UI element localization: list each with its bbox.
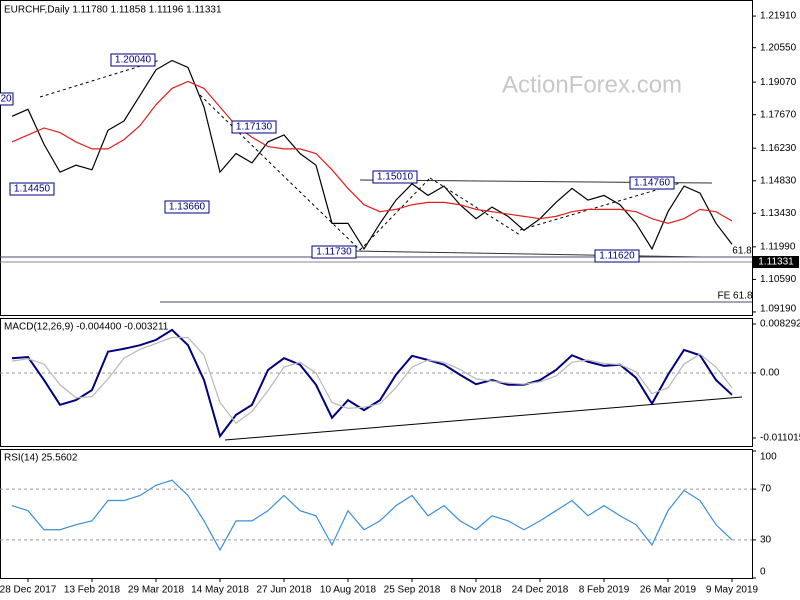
annotation-box	[164, 200, 210, 214]
annotation-box	[594, 249, 640, 263]
macd-frame	[0, 318, 753, 447]
price-frame	[0, 0, 753, 316]
panel-frames	[0, 0, 753, 579]
y-tick-label: 1.11990	[760, 241, 796, 252]
y-tick-label: 1.17670	[760, 109, 797, 120]
dashed-line	[199, 94, 361, 251]
support-line	[354, 250, 703, 258]
watermark: ActionForex.com	[502, 71, 682, 98]
y-tick-label: 1.20550	[760, 42, 797, 53]
last-price-label: 1.11331	[758, 257, 794, 268]
x-tick-label: 10 Aug 2018	[320, 585, 377, 596]
y-tick-label: 1.10590	[760, 274, 797, 285]
y-tick-label: -0.011015	[760, 433, 800, 444]
x-tick-label: 27 Jun 2018	[256, 585, 311, 596]
annotation-box	[372, 170, 418, 184]
annotation: 1.15010	[377, 172, 414, 183]
annotation-box	[110, 53, 156, 67]
dashed-line	[519, 182, 681, 231]
y-tick-label: 1.19070	[760, 77, 797, 88]
y-tick-label: 1.13430	[760, 208, 797, 219]
annotation: 1.11620	[599, 251, 635, 262]
x-tick-label: 28 Dec 2017	[0, 585, 57, 596]
x-tick-label: 9 May 2019	[706, 585, 759, 596]
annotation: 1.17130	[236, 122, 273, 133]
price-header: EURCHF,Daily 1.11780 1.11858 1.11196 1.1…	[4, 5, 222, 16]
y-tick-label: 1.09190	[760, 304, 797, 315]
y-tick-label: 0.008292	[760, 319, 800, 330]
x-tick-label: 8 Feb 2019	[579, 585, 630, 596]
annotation-box	[0, 92, 14, 106]
rsi-header: RSI(14) 25.5602	[4, 453, 78, 464]
annotation-box	[311, 245, 357, 259]
annotation: 1.14450	[14, 184, 51, 195]
annotation: 1.13660	[169, 202, 206, 213]
y-tick-label: 0	[760, 567, 766, 578]
x-tick-label: 25 Sep 2018	[384, 585, 441, 596]
macd-header: MACD(12,26,9) -0.004400 -0.003211	[4, 322, 169, 333]
y-tick-label: 30	[760, 535, 772, 546]
annotation-box	[231, 120, 277, 134]
y-tick-label: 100	[760, 452, 777, 463]
series-line	[11, 336, 733, 424]
x-tick-label: 24 Dec 2018	[512, 585, 569, 596]
annotation: 1.14760	[634, 178, 671, 189]
y-tick-label: 0.00	[760, 368, 780, 379]
y-tick-label: 1.16230	[760, 143, 797, 154]
fib-label: 61.8	[732, 246, 752, 257]
x-tick-label: 14 May 2018	[191, 585, 249, 596]
x-tick-label: 8 Nov 2018	[450, 585, 502, 596]
annotation: 1.11730	[316, 247, 352, 258]
x-tick-label: 29 Mar 2018	[128, 585, 185, 596]
last-price-box	[753, 256, 799, 268]
series-line	[11, 80, 733, 224]
rsi-frame	[0, 449, 753, 579]
fe-label: FE 61.8	[717, 291, 752, 302]
dashed-line	[359, 177, 431, 251]
annotation: 1.20040	[115, 55, 152, 66]
x-tick-label: 26 Mar 2019	[640, 585, 697, 596]
annotation-box	[629, 176, 675, 190]
series-line	[11, 59, 733, 251]
y-tick-label: 70	[760, 484, 772, 495]
annotation-box	[9, 182, 55, 196]
macd-trend-line	[224, 396, 743, 441]
annotation: 20	[0, 94, 12, 105]
x-tick-label: 13 Feb 2018	[64, 585, 121, 596]
series-line	[11, 479, 733, 552]
y-tick-label: 1.21910	[760, 11, 797, 22]
y-tick-label: 1.14830	[760, 175, 797, 186]
